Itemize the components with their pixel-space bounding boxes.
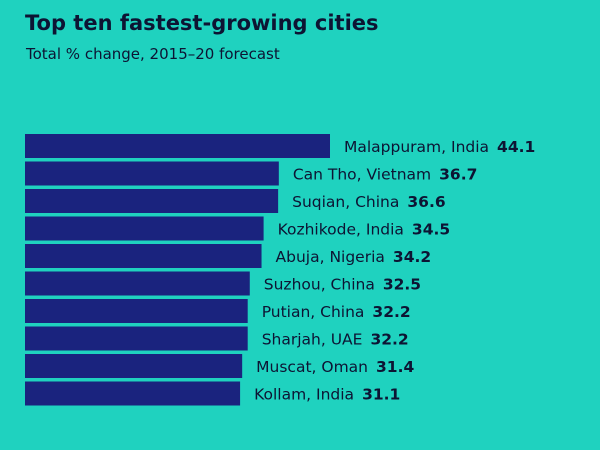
category-label-5: Suzhou, China [264,276,375,294]
bar-9 [25,381,241,406]
chart-subtitle: Total % change, 2015–20 forecast [25,45,280,63]
bar-label-8: Muscat, Oman 31.4 [256,358,414,376]
value-label-4: 34.2 [393,248,431,266]
bars-group [25,134,330,406]
bar-label-3: Kozhikode, India 34.5 [278,221,451,239]
category-label-3: Kozhikode, India [278,221,404,239]
chart-title: Top ten fastest-growing cities [25,11,379,35]
value-label-6: 32.2 [372,303,410,321]
bar-label-0: Malappuram, India 44.1 [344,138,535,156]
value-label-7: 32.2 [370,331,408,349]
value-label-0: 44.1 [497,138,535,156]
bar-6 [25,299,248,323]
bar-4 [25,244,262,268]
bar-label-6: Putian, China 32.2 [262,303,411,321]
bar-2 [25,189,279,213]
bar-5 [25,271,250,296]
category-label-8: Muscat, Oman [256,358,368,376]
bar-0 [25,134,330,158]
bar-label-4: Abuja, Nigeria 34.2 [276,248,432,266]
bar-7 [25,326,248,351]
value-label-5: 32.5 [383,276,421,294]
bar-1 [25,161,279,186]
category-label-1: Can Tho, Vietnam [293,166,431,184]
bar-label-9: Kollam, India 31.1 [254,386,400,404]
bar-label-1: Can Tho, Vietnam 36.7 [293,166,478,184]
category-label-6: Putian, China [262,303,365,321]
value-label-2: 36.6 [407,193,445,211]
bar-8 [25,354,243,378]
labels-group: Malappuram, India 44.1 Can Tho, Vietnam 36.… [254,138,535,404]
bar-3 [25,216,264,241]
value-label-1: 36.7 [439,166,477,184]
category-label-9: Kollam, India [254,386,354,404]
bar-label-2: Suqian, China 36.6 [292,193,446,211]
value-label-8: 31.4 [376,358,414,376]
category-label-4: Abuja, Nigeria [276,248,385,266]
category-label-2: Suqian, China [292,193,399,211]
category-label-7: Sharjah, UAE [262,331,363,349]
value-label-3: 34.5 [412,221,450,239]
bar-label-7: Sharjah, UAE 32.2 [262,331,409,349]
bar-label-5: Suzhou, China 32.5 [264,276,421,294]
value-label-9: 31.1 [362,386,400,404]
category-label-0: Malappuram, India [344,138,489,156]
